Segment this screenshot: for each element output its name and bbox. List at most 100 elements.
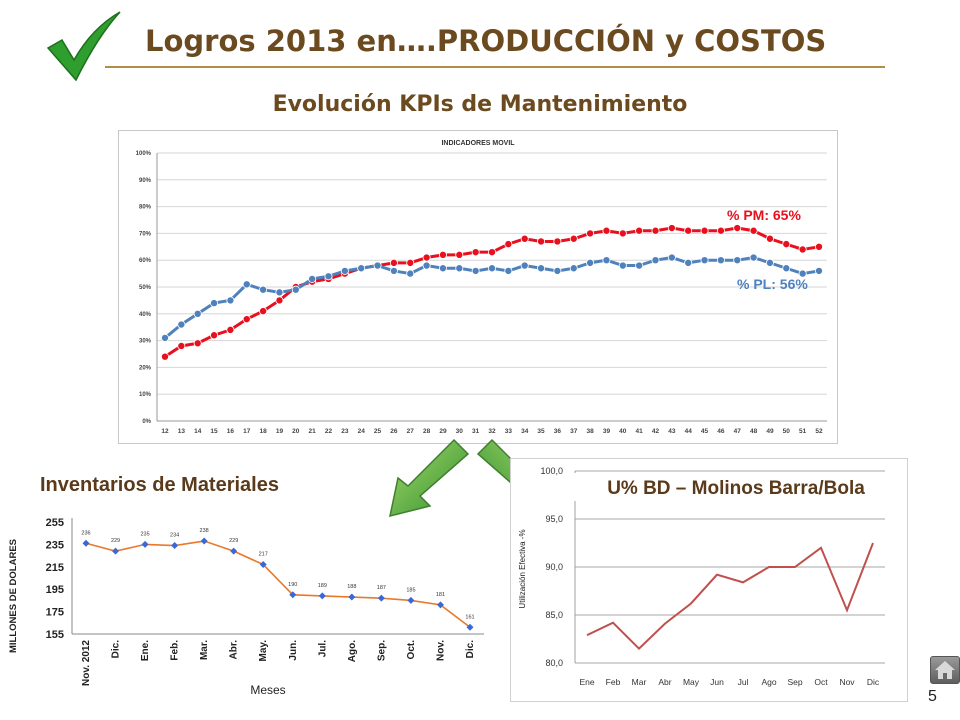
inventory-y-tick: 195 bbox=[46, 584, 64, 596]
kpi-point-pl bbox=[422, 261, 431, 270]
kpi-x-tick: 21 bbox=[309, 428, 317, 435]
kpi-point-pm bbox=[798, 245, 807, 254]
utilization-y-tick: 95,0 bbox=[545, 514, 563, 524]
title-divider bbox=[105, 66, 885, 68]
kpi-x-tick: 37 bbox=[570, 428, 578, 435]
utilization-chart: 80,0 85,0 90,0 95,0 100,0 Ene Feb Mar Abr May Jun J… bbox=[518, 466, 905, 687]
kpi-point-pl bbox=[700, 256, 709, 265]
kpi-point-pm bbox=[242, 315, 251, 324]
utilization-chart-panel: 80,0 85,0 90,0 95,0 100,0 Ene Feb Mar Abr May Jun J… bbox=[510, 458, 908, 702]
home-button[interactable] bbox=[930, 656, 960, 684]
inventory-point bbox=[348, 593, 356, 601]
utilization-x-tick: Jun bbox=[710, 677, 724, 687]
kpi-x-tick: 19 bbox=[276, 428, 284, 435]
kpi-y-tick: 60% bbox=[139, 258, 152, 264]
inventory-point bbox=[436, 601, 444, 609]
utilization-x-tick: Jul bbox=[738, 677, 749, 687]
kpi-point-pm bbox=[569, 234, 578, 243]
kpi-y-tick: 20% bbox=[139, 365, 152, 371]
inventory-data-label: 229 bbox=[111, 538, 120, 544]
inventory-data-label: 161 bbox=[465, 614, 474, 620]
kpi-y-tick: 0% bbox=[142, 419, 151, 425]
kpi-x-tick: 17 bbox=[243, 428, 251, 435]
inventory-y-tick: 155 bbox=[46, 629, 64, 641]
inventory-point bbox=[141, 540, 149, 548]
kpi-point-pm bbox=[161, 352, 170, 361]
inventory-x-tick: Ene. bbox=[140, 640, 151, 661]
kpi-point-pl bbox=[716, 256, 725, 265]
kpi-point-pm bbox=[815, 242, 824, 251]
kpi-point-pl bbox=[569, 264, 578, 273]
inventory-y-tick: 175 bbox=[46, 607, 64, 619]
kpi-x-tick: 13 bbox=[178, 428, 186, 435]
kpi-x-tick: 24 bbox=[358, 428, 366, 435]
inventory-point bbox=[112, 547, 120, 555]
kpi-point-pl bbox=[487, 264, 496, 273]
kpi-point-pm bbox=[586, 229, 595, 238]
kpi-point-pl bbox=[210, 299, 219, 308]
kpi-x-tick: 38 bbox=[586, 428, 594, 435]
kpi-x-tick: 51 bbox=[799, 428, 807, 435]
kpi-y-tick: 70% bbox=[139, 231, 152, 237]
inventory-x-tick: May. bbox=[258, 640, 269, 662]
kpi-x-tick: 34 bbox=[521, 428, 529, 435]
kpi-x-tick: 31 bbox=[472, 428, 480, 435]
kpi-point-pm bbox=[684, 226, 693, 235]
utilization-x-tick: Mar bbox=[632, 677, 647, 687]
inventory-data-label: 238 bbox=[200, 528, 209, 534]
inventory-chart-panel: 155 175 195 215 235 255 236 229 235 234 238 229 217 1… bbox=[0, 500, 500, 712]
kpi-point-pm bbox=[193, 339, 202, 348]
kpi-y-tick: 80% bbox=[139, 205, 152, 211]
inventory-chart-title: Inventarios de Materiales bbox=[40, 474, 279, 496]
inventory-x-tick: Jul. bbox=[317, 640, 328, 657]
utilization-y-tick: 90,0 bbox=[545, 562, 563, 572]
inventory-x-tick: Dic. bbox=[465, 640, 476, 659]
kpi-point-pl bbox=[259, 285, 268, 294]
kpi-point-pl bbox=[537, 264, 546, 273]
kpi-x-tick: 26 bbox=[390, 428, 398, 435]
inventory-data-label: 187 bbox=[377, 585, 386, 591]
inventory-x-tick: Ago. bbox=[347, 640, 358, 662]
kpi-point-pl bbox=[586, 258, 595, 267]
inventory-point bbox=[200, 537, 208, 545]
kpi-point-pl bbox=[340, 266, 349, 275]
utilization-chart-title: U% BD – Molinos Barra/Bola bbox=[607, 478, 865, 499]
kpi-x-tick: 28 bbox=[423, 428, 431, 435]
kpi-x-tick: 45 bbox=[701, 428, 709, 435]
kpi-point-pm bbox=[651, 226, 660, 235]
inventory-x-tick: Sep. bbox=[376, 640, 387, 661]
kpi-point-pl bbox=[275, 288, 284, 297]
kpi-x-tick: 46 bbox=[717, 428, 725, 435]
inventory-data-label: 185 bbox=[406, 587, 415, 593]
kpi-point-pl bbox=[782, 264, 791, 273]
kpi-x-tick: 14 bbox=[194, 428, 202, 435]
kpi-point-pl bbox=[308, 274, 317, 283]
inventory-point bbox=[318, 592, 326, 600]
kpi-point-pm bbox=[389, 258, 398, 267]
kpi-x-tick: 42 bbox=[652, 428, 660, 435]
kpi-point-pl bbox=[667, 253, 676, 262]
kpi-point-pl bbox=[602, 256, 611, 265]
utilization-x-tick: Dic bbox=[867, 677, 880, 687]
kpi-point-pm bbox=[487, 248, 496, 257]
kpi-point-pl bbox=[177, 320, 186, 329]
kpi-y-tick: 30% bbox=[139, 339, 152, 345]
kpi-x-tick: 47 bbox=[734, 428, 742, 435]
inventory-data-label: 236 bbox=[81, 530, 90, 536]
kpi-point-pm bbox=[700, 226, 709, 235]
kpi-annotation-pl: % PL: 56% bbox=[737, 276, 808, 292]
kpi-chart: INDICADORES MOVIL 0% 10% 20% 30% 40% 50% 60% 70%… bbox=[136, 140, 827, 435]
page-title: Logros 2013 en….PRODUCCIÓN y COSTOS bbox=[145, 24, 827, 58]
kpi-x-tick: 36 bbox=[554, 428, 562, 435]
kpi-x-tick: 49 bbox=[766, 428, 774, 435]
utilization-x-tick: Abr bbox=[658, 677, 671, 687]
kpi-point-pm bbox=[275, 296, 284, 305]
utilization-y-tick: 80,0 bbox=[545, 658, 563, 668]
kpi-point-pm bbox=[471, 248, 480, 257]
kpi-point-pm bbox=[438, 250, 447, 259]
utilization-y-tick: 85,0 bbox=[545, 610, 563, 620]
kpi-point-pl bbox=[406, 269, 415, 278]
inventory-data-label: 217 bbox=[259, 552, 268, 558]
kpi-point-pm bbox=[422, 253, 431, 262]
kpi-point-pm bbox=[602, 226, 611, 235]
